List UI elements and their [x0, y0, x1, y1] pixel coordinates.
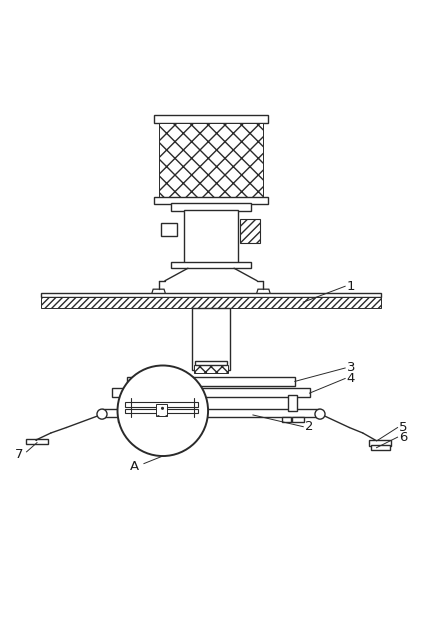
- Bar: [26, 440, 48, 445]
- Bar: [282, 416, 292, 422]
- Text: 4: 4: [347, 372, 355, 386]
- Text: 2: 2: [305, 420, 314, 433]
- Text: 7: 7: [15, 448, 23, 461]
- Bar: [41, 297, 381, 308]
- Bar: [102, 409, 320, 418]
- Bar: [154, 197, 268, 204]
- Polygon shape: [256, 289, 271, 295]
- Bar: [370, 440, 391, 446]
- Bar: [161, 223, 178, 236]
- Bar: [288, 395, 297, 411]
- Bar: [171, 261, 251, 268]
- Text: 1: 1: [347, 280, 355, 293]
- Bar: [154, 115, 268, 123]
- Bar: [41, 293, 381, 297]
- Text: 6: 6: [399, 431, 407, 444]
- Bar: [241, 219, 260, 243]
- Bar: [125, 403, 198, 406]
- Bar: [159, 123, 263, 198]
- Bar: [184, 209, 238, 263]
- Text: 5: 5: [399, 421, 407, 434]
- Circle shape: [97, 409, 107, 419]
- Circle shape: [315, 409, 325, 419]
- Bar: [371, 445, 390, 450]
- Bar: [118, 416, 130, 422]
- Bar: [171, 203, 251, 211]
- Text: A: A: [130, 460, 139, 473]
- Bar: [192, 308, 230, 370]
- Bar: [125, 409, 198, 413]
- Text: 3: 3: [347, 362, 355, 374]
- Bar: [113, 388, 309, 396]
- Bar: [292, 416, 304, 422]
- Bar: [195, 361, 227, 366]
- Bar: [125, 395, 134, 411]
- Polygon shape: [151, 289, 166, 295]
- Bar: [127, 377, 295, 386]
- Bar: [194, 366, 228, 373]
- Bar: [131, 416, 141, 422]
- Circle shape: [117, 366, 208, 456]
- Bar: [156, 404, 168, 416]
